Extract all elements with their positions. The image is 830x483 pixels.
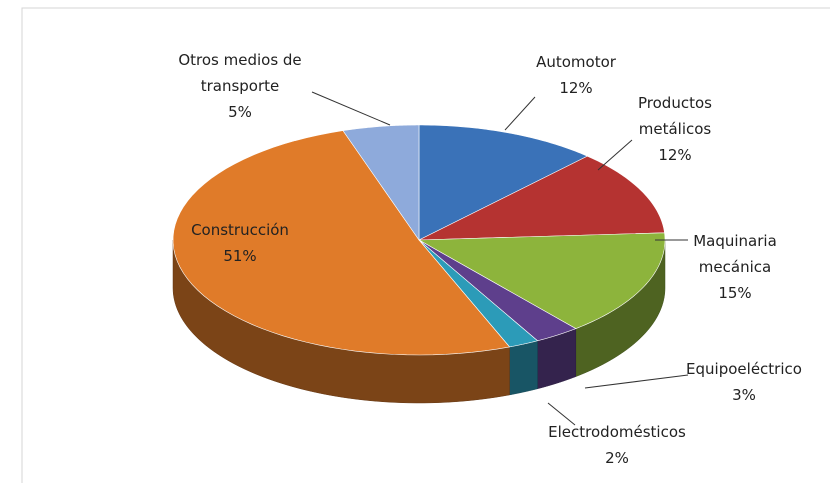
leader-line [547,402,576,426]
pie-slice-side [509,340,538,396]
pie-slice [418,239,577,342]
data-label-value: 12% [658,146,691,164]
pie-slice [172,130,511,356]
data-label-name: Automotor [536,53,617,71]
data-label-value: 15% [718,284,751,302]
data-label-name: Construcción [191,221,289,239]
data-label-name: Otros medios de transporte [178,51,301,95]
data-label-name: Maquinaria mecánica [693,232,777,276]
pie-slice [418,239,539,348]
data-label-value: 51% [223,247,256,265]
data-label-value: 3% [732,386,756,404]
data-label-value: 12% [559,79,592,97]
data-label-value: 2% [605,449,629,467]
data-label-name: Equipoeléctrico [686,360,802,378]
leader-line [597,139,633,171]
data-label-name: Productos metálicos [638,94,712,138]
chart-frame [21,7,830,483]
pie-slice [418,124,589,241]
pie-slice [417,232,666,329]
data-label-name: Electrodomésticos [548,423,686,441]
leader-line [504,96,536,131]
leader-line [584,374,689,389]
data-label-value: 5% [228,103,252,121]
pie-slice [418,155,665,241]
pie-slice [342,124,420,241]
leader-line [311,91,391,126]
